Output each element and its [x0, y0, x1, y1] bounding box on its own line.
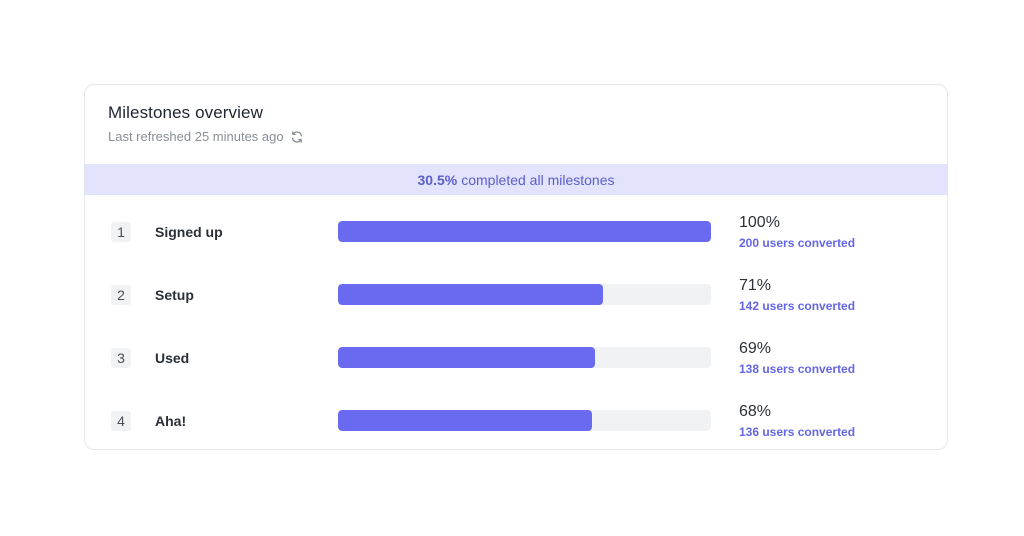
milestone-percent: 68%	[739, 403, 772, 420]
milestone-progress-fill	[338, 410, 592, 431]
milestone-index: 3	[111, 348, 131, 368]
milestone-list: 1 Signed up 100% 200 users converted 2 S…	[85, 195, 947, 447]
milestone-progress-track	[338, 347, 711, 368]
milestone-progress-fill	[338, 347, 596, 368]
milestone-progress-track	[338, 410, 711, 431]
milestone-index: 1	[111, 222, 131, 242]
milestones-card: Milestones overview Last refreshed 25 mi…	[84, 84, 948, 450]
milestone-users-converted: 136 users converted	[739, 425, 856, 439]
card-title: Milestones overview	[108, 103, 263, 122]
milestone-percent: 69%	[739, 340, 772, 357]
milestone-users-converted: 200 users converted	[739, 236, 856, 250]
milestone-label: Setup	[155, 287, 194, 303]
milestone-percent: 100%	[739, 214, 780, 231]
milestone-row: 1 Signed up 100% 200 users converted	[85, 195, 947, 258]
last-refreshed-text: Last refreshed 25 minutes ago	[108, 129, 284, 144]
milestone-progress-track	[338, 284, 711, 305]
milestone-users-converted: 138 users converted	[739, 362, 856, 376]
milestone-row: 4 Aha! 68% 136 users converted	[85, 384, 947, 447]
completion-text: completed all milestones	[461, 171, 615, 188]
milestone-stats: 68% 136 users converted	[739, 403, 855, 439]
completion-percent: 30.5%	[417, 171, 458, 188]
milestone-stats: 69% 138 users converted	[739, 340, 855, 376]
milestone-label: Used	[155, 350, 190, 366]
last-refreshed: Last refreshed 25 minutes ago	[108, 129, 304, 144]
milestone-label: Aha!	[155, 413, 187, 429]
milestone-row: 2 Setup 71% 142 users converted	[85, 258, 947, 321]
milestone-stats: 71% 142 users converted	[739, 277, 855, 313]
milestone-index: 2	[111, 285, 131, 305]
milestone-progress-track	[338, 221, 711, 242]
milestone-percent: 71%	[739, 277, 772, 294]
milestone-row: 3 Used 69% 138 users converted	[85, 321, 947, 384]
completion-banner: 30.5% completed all milestones	[85, 164, 947, 195]
milestone-index: 4	[111, 411, 131, 431]
card-header: Milestones overview Last refreshed 25 mi…	[108, 103, 304, 144]
milestone-progress-fill	[338, 221, 711, 242]
milestone-progress-fill	[338, 284, 603, 305]
milestone-label: Signed up	[155, 224, 223, 240]
milestone-users-converted: 142 users converted	[739, 299, 856, 313]
refresh-icon[interactable]	[290, 130, 304, 144]
milestone-stats: 100% 200 users converted	[739, 214, 855, 250]
